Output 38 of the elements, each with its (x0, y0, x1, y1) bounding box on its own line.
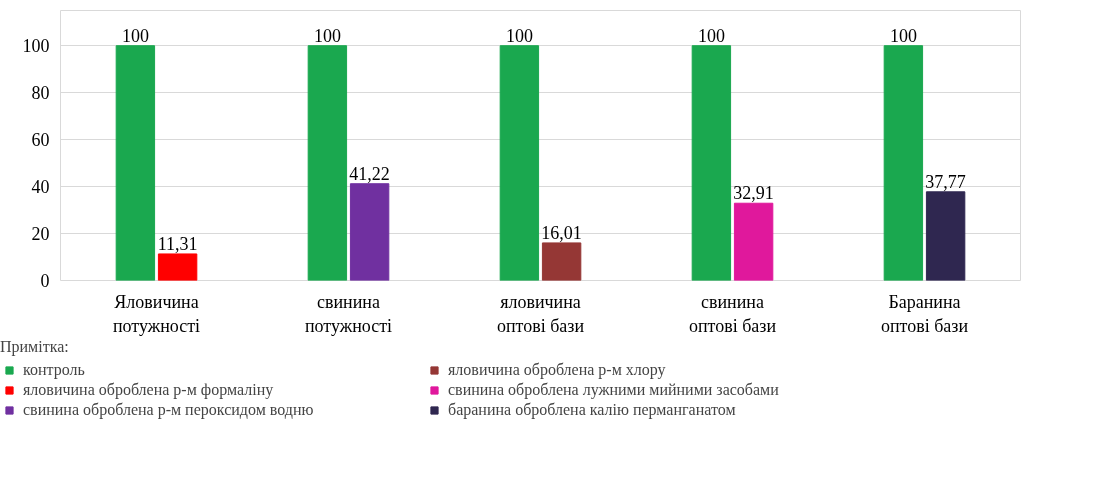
x-tick-label: Яловичина потужності (112, 291, 201, 336)
bar (307, 45, 348, 281)
y-tick-label: 0 (40, 271, 50, 291)
legend-label: свинина оброблена лужними мийними засобами (448, 381, 780, 399)
x-tick-label: свинина оптові бази (688, 291, 777, 336)
bar (541, 242, 582, 281)
data-label: 100 (889, 25, 917, 46)
x-tick-label: Баранина оптові бази (880, 291, 969, 336)
bar (691, 45, 732, 281)
y-tick-label: 80 (31, 83, 50, 104)
legend-label: яловичина оброблена р-м формаліну (23, 381, 275, 399)
bar (349, 183, 390, 281)
legend-title: Примітка: (0, 338, 70, 356)
bar (925, 191, 966, 281)
y-tick-label: 100 (22, 36, 50, 57)
y-tick-label: 40 (31, 177, 50, 198)
bar (499, 45, 540, 281)
data-label: 100 (697, 25, 725, 46)
data-label: 41,22 (349, 163, 390, 184)
data-label: 100 (505, 25, 533, 46)
data-label: 100 (313, 25, 341, 46)
x-tick-label: свинина потужності (304, 291, 393, 336)
bar (157, 253, 198, 281)
legend-label: контроль (23, 361, 86, 379)
data-label: 16,01 (541, 222, 582, 243)
legend-label: баранина оброблена калію перманганатом (448, 401, 737, 419)
data-label: 11,31 (157, 233, 198, 254)
y-tick-label: 60 (31, 130, 50, 151)
y-tick-label: 20 (31, 224, 50, 245)
legend-label: свинина оброблена р-м пероксидом водню (23, 401, 315, 419)
legend-label: яловичина оброблена р-м хлору (448, 361, 667, 379)
data-label: 100 (121, 25, 149, 46)
data-label: 37,77 (925, 171, 966, 192)
bar (733, 202, 774, 281)
bar (883, 45, 924, 281)
bar (115, 45, 156, 281)
data-label: 32,91 (733, 183, 774, 204)
x-tick-label: яловичина оптові бази (496, 291, 585, 336)
